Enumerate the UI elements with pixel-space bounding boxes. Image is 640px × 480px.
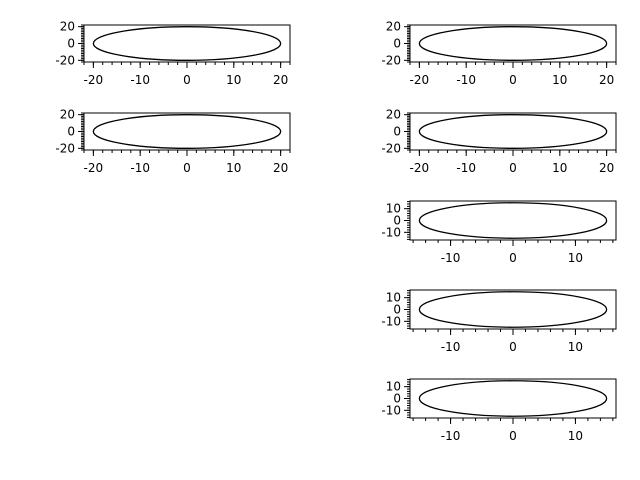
subplot-1: -20 -10 0 10 20 -20 0 20 [55, 20, 291, 87]
plot-frame [409, 112, 617, 151]
x-tick-label: 0 [509, 73, 517, 87]
y-tick-label: 0 [393, 392, 401, 406]
x-tick-label: -20 [410, 161, 430, 175]
ellipse-curve [418, 26, 608, 61]
y-tick-label: -20 [381, 53, 401, 67]
y-tick-label: 0 [67, 37, 75, 51]
subplot-3: -20 -10 0 10 20 -20 0 20 [55, 108, 291, 175]
x-tick-label: -20 [84, 161, 104, 175]
y-tick-label: -10 [381, 225, 401, 239]
x-tick-label: -20 [410, 73, 430, 87]
y-tick-label: -20 [55, 53, 75, 67]
subplot-4: -20 -10 0 10 20 -20 0 20 [381, 108, 617, 175]
x-tick-label: 0 [509, 429, 517, 443]
y-tick-label: 0 [393, 37, 401, 51]
x-tick-label: 0 [509, 251, 517, 265]
x-tick-label: -10 [441, 429, 461, 443]
x-tick-label: 10 [568, 340, 583, 354]
y-tick-label: -10 [381, 403, 401, 417]
x-tick-label: 20 [273, 73, 288, 87]
x-tick-label: 0 [183, 73, 191, 87]
x-tick-label: 10 [568, 251, 583, 265]
y-tick-label: 0 [393, 303, 401, 317]
x-tick-label: -20 [84, 73, 104, 87]
x-tick-label: -10 [456, 161, 476, 175]
y-tick-label: 0 [393, 125, 401, 139]
x-tick-label: 10 [552, 161, 567, 175]
x-tick-label: -10 [456, 73, 476, 87]
plot-frame [83, 24, 291, 63]
ellipse-curve [418, 291, 608, 328]
y-tick-label: -20 [55, 141, 75, 155]
y-tick-label: 10 [386, 202, 401, 216]
y-tick-label: 20 [60, 20, 75, 34]
plot-frame [409, 378, 617, 419]
x-tick-label: -10 [130, 73, 150, 87]
ellipse-curve [92, 26, 282, 61]
plot-frame [409, 289, 617, 330]
x-tick-label: 0 [509, 340, 517, 354]
ellipse-curve [92, 114, 282, 149]
y-tick-label: 10 [386, 380, 401, 394]
plot-frame [409, 24, 617, 63]
x-tick-label: 10 [568, 429, 583, 443]
x-tick-label: 10 [552, 73, 567, 87]
x-tick-label: 0 [509, 161, 517, 175]
ellipse-curve [418, 380, 608, 417]
plot-frame [83, 112, 291, 151]
y-tick-label: 10 [386, 291, 401, 305]
y-tick-label: 20 [386, 20, 401, 34]
ellipse-curve [418, 114, 608, 149]
x-tick-label: 20 [599, 73, 614, 87]
y-tick-label: 20 [60, 108, 75, 122]
x-tick-label: 10 [226, 161, 241, 175]
x-tick-label: -10 [441, 251, 461, 265]
y-tick-label: 0 [67, 125, 75, 139]
ellipse-curve [418, 202, 608, 239]
x-tick-label: 20 [599, 161, 614, 175]
x-tick-label: -10 [130, 161, 150, 175]
y-tick-label: -10 [381, 314, 401, 328]
x-tick-label: -10 [441, 340, 461, 354]
subplot-2: -20 -10 0 10 20 -20 0 20 [381, 20, 617, 87]
y-tick-label: -20 [381, 141, 401, 155]
y-tick-label: 20 [386, 108, 401, 122]
x-tick-label: 10 [226, 73, 241, 87]
plot-frame [409, 200, 617, 241]
y-tick-label: 0 [393, 214, 401, 228]
x-tick-label: 20 [273, 161, 288, 175]
x-tick-label: 0 [183, 161, 191, 175]
